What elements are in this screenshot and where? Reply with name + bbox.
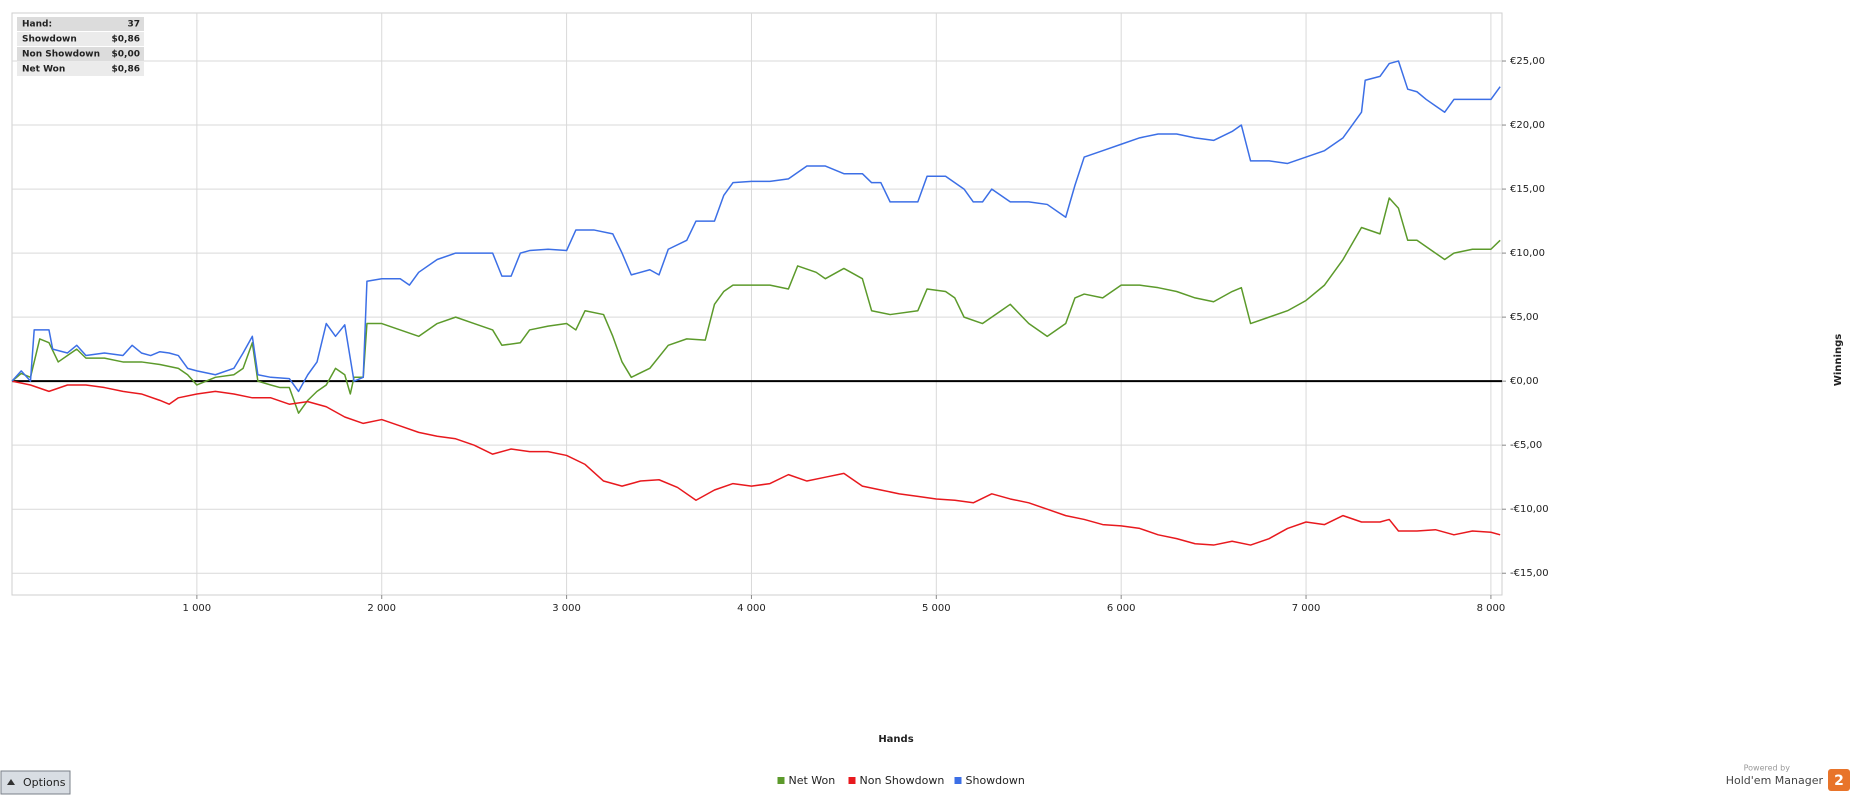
x-tick-label: 8 000 (1477, 603, 1506, 614)
info-row (17, 17, 144, 31)
y-axis-title: Winnings (1833, 334, 1844, 386)
button-frame[interactable] (0, 770, 71, 795)
info-row (17, 47, 144, 61)
options-button[interactable]: Options (0, 770, 71, 795)
button-icon (7, 779, 15, 785)
x-axis-title: Hands (878, 734, 913, 745)
info-label: Non Showdown (22, 50, 100, 60)
product-name: Hold'em Manager (1726, 774, 1824, 787)
info-label: Hand: (22, 20, 52, 30)
y-tick-label: €5,00 (1510, 312, 1539, 323)
x-tick-label: 7 000 (1292, 603, 1321, 614)
legend-swatch (777, 777, 785, 784)
x-tick-label: 5 000 (922, 603, 951, 614)
series-line (11, 380, 1501, 546)
info-value: 37 (127, 20, 140, 30)
series-line (11, 60, 1501, 393)
legend-swatch (954, 777, 962, 784)
info-value: $0,00 (112, 50, 140, 60)
y-tick-label: €20,00 (1510, 120, 1545, 131)
info-label: Net Won (22, 65, 65, 75)
x-tick-label: 2 000 (367, 603, 396, 614)
y-tick-label: €10,00 (1510, 248, 1545, 259)
y-tick-label: €15,00 (1510, 184, 1545, 195)
legend-label: Net Won (789, 774, 836, 787)
x-tick-label: 6 000 (1107, 603, 1136, 614)
legend-label: Non Showdown (860, 774, 945, 787)
x-tick-label: 3 000 (552, 603, 581, 614)
info-value: $0,86 (112, 35, 140, 45)
x-tick-label: 1 000 (183, 603, 212, 614)
legend-label: Showdown (966, 774, 1025, 787)
info-row (17, 32, 144, 46)
lines (11, 60, 1502, 546)
logo (1828, 769, 1850, 791)
y-tick-label: €25,00 (1510, 56, 1545, 67)
logo-number: 2 (1834, 773, 1844, 789)
y-tick-label: -€5,00 (1510, 440, 1542, 451)
powered-by: Powered by (1744, 764, 1791, 773)
y-tick-label: €0,00 (1510, 376, 1539, 387)
plot-area (11, 12, 1503, 596)
info-value: $0,86 (112, 65, 140, 75)
legend: Net Won Non Showdown Showdown (777, 774, 1025, 787)
x-tick-label: 4 000 (737, 603, 766, 614)
y-tick-label: -€10,00 (1510, 504, 1549, 515)
grid (12, 13, 1506, 599)
branding: Powered by Hold'em Manager 2 (1726, 764, 1850, 791)
info-label: Showdown (22, 35, 77, 45)
button-label[interactable]: Options (23, 776, 66, 789)
y-tick-label: -€15,00 (1510, 568, 1549, 579)
info-row (17, 62, 144, 76)
series-line (11, 197, 1501, 414)
legend-swatch (848, 777, 856, 784)
info-box: Hand: 37 Showdown $0,86 Non Showdown $0,00 Net… (17, 17, 144, 76)
